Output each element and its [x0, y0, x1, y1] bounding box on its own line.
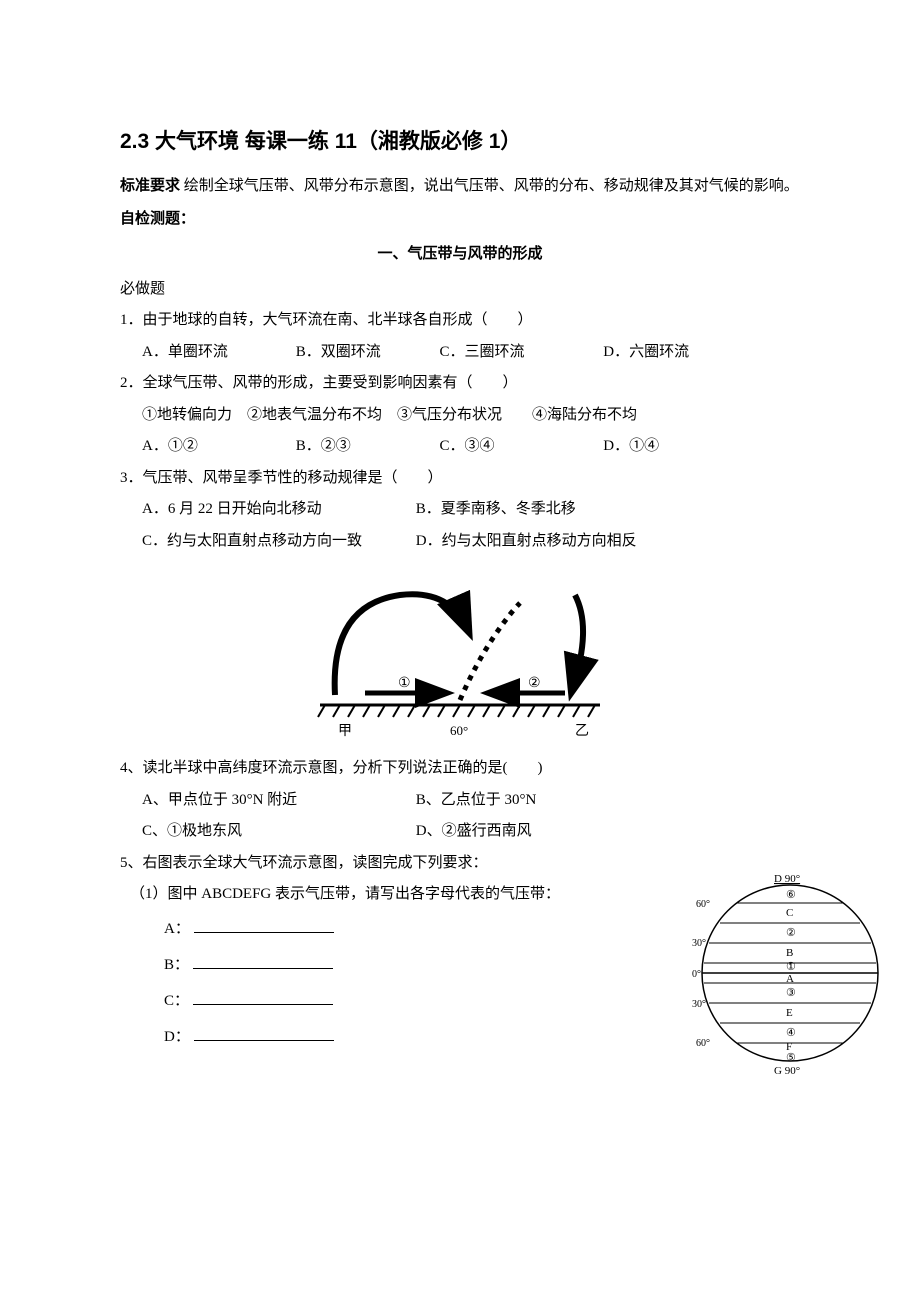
globe-bottom-label: G 90°	[774, 1065, 800, 1077]
globe-band-3: B	[786, 947, 793, 959]
question-3-options-row2: C．约与太阳直射点移动方向一致 D．约与太阳直射点移动方向相反	[120, 526, 800, 558]
section-heading: 一、气压带与风带的形成	[120, 238, 800, 270]
self-test-label: 自检测题：	[120, 203, 800, 235]
question-3-stem: 3．气压带、风带呈季节性的移动规律是（ ）	[120, 463, 800, 495]
standard-requirement: 标准要求 绘制全球气压带、风带分布示意图，说出气压带、风带的分布、移动规律及其对…	[120, 170, 800, 203]
q4-opt-a: A、甲点位于 30°N 附近	[142, 785, 412, 817]
q4-opt-b: B、乙点位于 30°N	[416, 785, 537, 817]
question-2-stem: 2．全球气压带、风带的形成，主要受到影响因素有（ ）	[120, 368, 800, 400]
question-4-options-row1: A、甲点位于 30°N 附近 B、乙点位于 30°N	[120, 785, 800, 817]
q1-opt-a: A．单圈环流	[142, 337, 292, 369]
q3-opt-d: D．约与太阳直射点移动方向相反	[416, 526, 637, 558]
globe-band-5: A	[786, 973, 794, 985]
q4-opt-c: C、①极地东风	[142, 816, 412, 848]
question-2-options: A．①② B．②③ C．③④ D．①④	[120, 431, 800, 463]
globe-lat-0: 60°	[696, 899, 710, 910]
standard-text: 绘制全球气压带、风带分布示意图，说出气压带、风带的分布、移动规律及其对气候的影响…	[180, 178, 799, 194]
q1-opt-c: C．三圈环流	[440, 337, 600, 369]
fig1-label-mid: 60°	[450, 723, 468, 738]
globe-band-6: ③	[786, 987, 796, 999]
q2-opt-d: D．①④	[603, 431, 659, 463]
q3-opt-a: A．6 月 22 日开始向北移动	[142, 494, 412, 526]
fig1-label-1: ①	[398, 676, 411, 691]
q3-opt-c: C．约与太阳直射点移动方向一致	[142, 526, 412, 558]
standard-label: 标准要求	[120, 177, 180, 194]
globe-band-7: E	[786, 1007, 793, 1019]
globe-band-4: ①	[786, 961, 796, 973]
globe-band-0: ⑥	[786, 889, 796, 901]
q4-opt-d: D、②盛行西南风	[416, 816, 532, 848]
globe-band-10: ⑤	[786, 1052, 796, 1064]
globe-band-2: ②	[786, 927, 796, 939]
q3-opt-b: B．夏季南移、冬季北移	[416, 494, 576, 526]
q1-opt-b: B．双圈环流	[296, 337, 436, 369]
question-1-options: A．单圈环流 B．双圈环流 C．三圈环流 D．六圈环流	[120, 337, 800, 369]
fig1-label-left: 甲	[338, 724, 352, 739]
page-title: 2.3 大气环境 每课一练 11（湘教版必修 1）	[120, 120, 800, 164]
globe-lat-1: 30°	[692, 938, 706, 949]
fig1-label-right: 乙	[575, 723, 589, 739]
globe-band-8: ④	[786, 1027, 796, 1039]
q1-opt-d: D．六圈环流	[603, 337, 689, 369]
fig1-label-2: ②	[528, 676, 541, 691]
globe-lat-4: 60°	[696, 1038, 710, 1049]
must-do-label: 必做题	[120, 274, 800, 306]
globe-band-1: C	[786, 907, 793, 919]
question-3-options-row1: A．6 月 22 日开始向北移动 B．夏季南移、冬季北移	[120, 494, 800, 526]
question-4-options-row2: C、①极地东风 D、②盛行西南风	[120, 816, 800, 848]
globe-diagram: D 90° G 90° 60° 30° 0° 30° 60° ⑥ C ② B ①…	[690, 868, 880, 1078]
q2-opt-b: B．②③	[296, 431, 436, 463]
question-2-items: ①地转偏向力 ②地表气温分布不均 ③气压分布状况 ④海陆分布不均	[120, 400, 800, 432]
q2-opt-a: A．①②	[142, 431, 292, 463]
question-4-stem: 4、读北半球中高纬度环流示意图，分析下列说法正确的是( )	[120, 753, 800, 785]
globe-top-label: D 90°	[774, 873, 800, 885]
globe-lat-3: 30°	[692, 999, 706, 1010]
q2-opt-c: C．③④	[440, 431, 600, 463]
globe-lat-2: 0°	[692, 969, 701, 980]
circulation-diagram: ① ② 甲 60° 乙	[310, 575, 610, 745]
question-1-stem: 1．由于地球的自转，大气环流在南、北半球各自形成（ ）	[120, 305, 800, 337]
